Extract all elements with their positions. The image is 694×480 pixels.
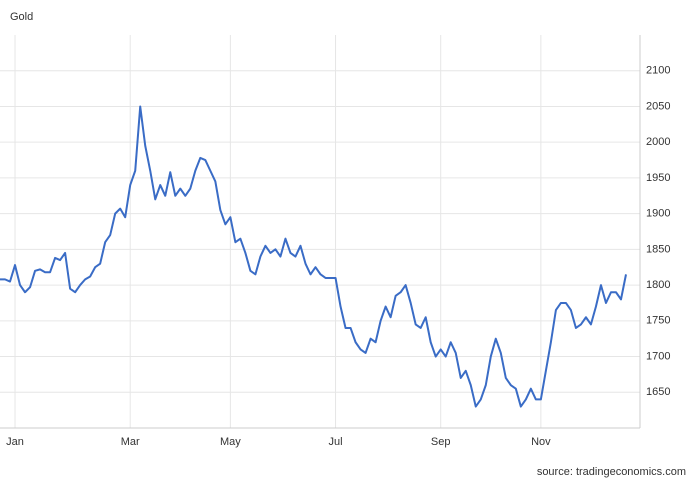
price-line <box>0 105 627 408</box>
y-tick-label: 2100 <box>646 65 670 77</box>
y-tick-label: 2000 <box>646 136 670 148</box>
x-tick-label: Nov <box>531 436 551 448</box>
y-tick-label: 1850 <box>646 243 670 255</box>
x-tick-label: Jul <box>329 436 343 448</box>
y-tick-label: 2050 <box>646 100 670 112</box>
y-tick-label: 1800 <box>646 279 670 291</box>
chart-title: Gold <box>10 11 33 23</box>
x-tick-label: Sep <box>431 436 451 448</box>
x-tick-label: Mar <box>121 436 140 448</box>
y-tick-label: 1950 <box>646 172 670 184</box>
y-tick-label: 1750 <box>646 315 670 327</box>
x-tick-label: May <box>220 436 241 448</box>
y-tick-label: 1650 <box>646 386 670 398</box>
source: source: tradingeconomics.com <box>537 466 686 478</box>
x-tick-label: Jan <box>6 436 24 448</box>
y-tick-label: 1700 <box>646 350 670 362</box>
y-tick-label: 1900 <box>646 208 670 220</box>
